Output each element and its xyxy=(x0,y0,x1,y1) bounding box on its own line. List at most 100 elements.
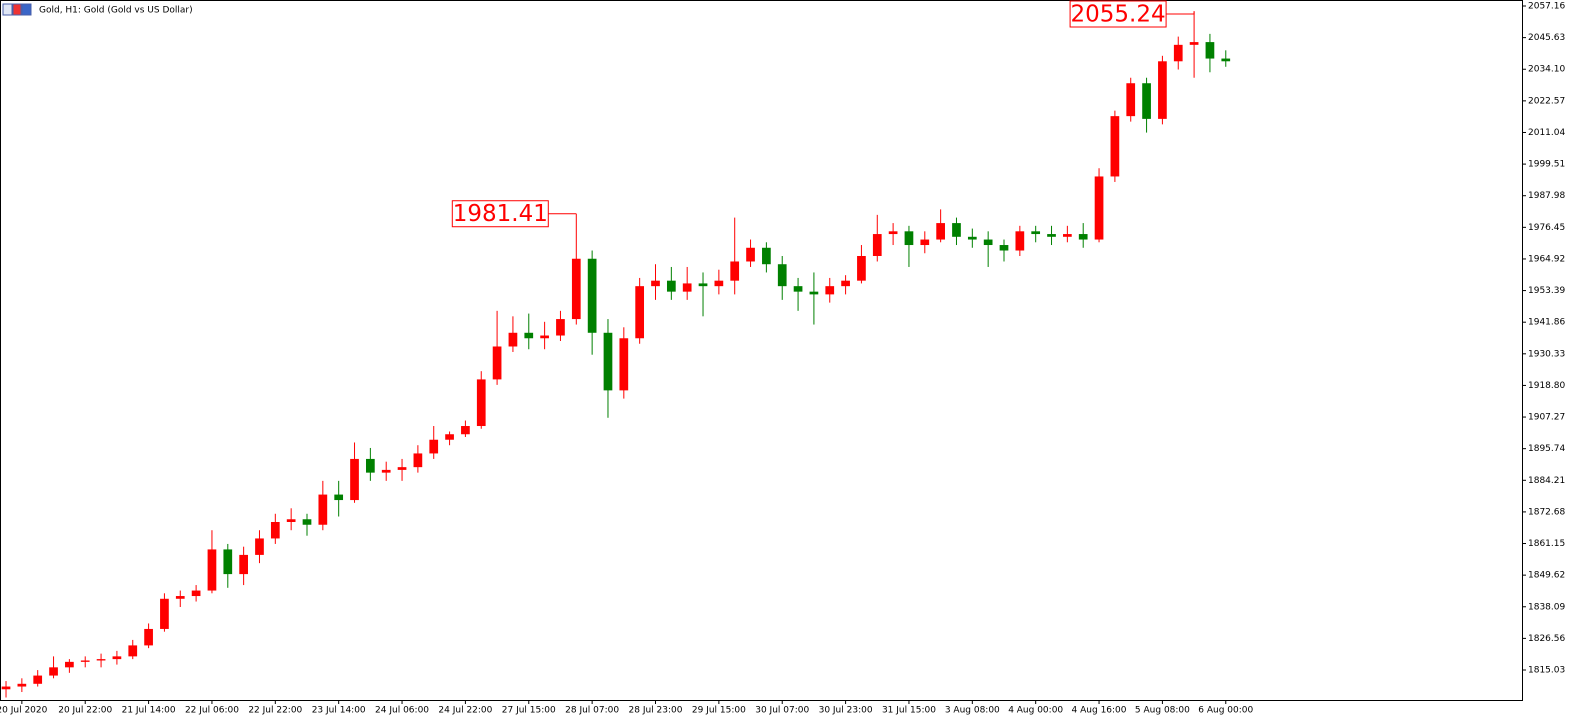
candle-body xyxy=(175,596,185,599)
candle-body xyxy=(1047,234,1056,237)
x-tick-label: 20 Jul 22:00 xyxy=(58,706,112,716)
x-tick-label: 24 Jul 22:00 xyxy=(438,706,492,716)
candle-body xyxy=(381,469,391,473)
candle-body xyxy=(571,258,581,320)
candle-body xyxy=(334,494,344,501)
x-tick-label: 23 Jul 14:00 xyxy=(312,706,366,716)
candle-body xyxy=(476,379,486,427)
candle-body xyxy=(904,231,914,246)
candle-body xyxy=(429,439,439,454)
candle-body xyxy=(397,467,407,470)
candle-body xyxy=(603,332,613,391)
candle-body xyxy=(1063,234,1072,237)
candle-body xyxy=(841,280,850,287)
label-box xyxy=(1069,0,1167,28)
label-box xyxy=(451,200,549,228)
x-tick-label: 6 Aug 00:00 xyxy=(1198,706,1253,716)
y-tick-label: 1861.15 xyxy=(1528,539,1565,549)
candle-body xyxy=(1,686,11,690)
candle-body xyxy=(144,628,153,646)
candle-body xyxy=(666,280,676,292)
x-tick-label: 31 Jul 15:00 xyxy=(882,706,936,716)
candle-body xyxy=(1189,42,1199,45)
candle-body xyxy=(698,283,708,287)
candle-body xyxy=(762,247,771,265)
candle-body xyxy=(714,280,724,287)
candle-body xyxy=(1094,176,1104,240)
x-tick-label: 27 Jul 15:00 xyxy=(502,706,556,716)
candle-body xyxy=(492,346,502,380)
candle-body xyxy=(413,453,423,468)
candle-body xyxy=(793,286,803,292)
candle-body xyxy=(80,660,90,662)
candle-body xyxy=(857,255,866,281)
candle-body xyxy=(508,332,518,347)
candle-body xyxy=(191,590,201,597)
candle-body xyxy=(255,538,264,555)
x-tick-label: 28 Jul 23:00 xyxy=(629,706,683,716)
y-tick-label: 1815.03 xyxy=(1528,665,1565,675)
candle-body xyxy=(587,258,597,333)
candle-body xyxy=(746,247,755,262)
candle-body xyxy=(112,656,122,660)
candle-body xyxy=(445,434,454,440)
candle-body xyxy=(635,286,645,339)
candle-body xyxy=(1031,231,1041,235)
y-tick-label: 2022.57 xyxy=(1528,96,1565,106)
x-tick-label: 22 Jul 06:00 xyxy=(185,706,239,716)
y-tick-label: 1918.80 xyxy=(1528,381,1565,391)
y-tick-label: 1895.74 xyxy=(1528,444,1565,454)
candle-body xyxy=(17,683,27,687)
candle-body xyxy=(286,519,296,522)
candle-body xyxy=(983,239,993,246)
y-tick-label: 2057.16 xyxy=(1528,2,1565,12)
y-tick-label: 2045.63 xyxy=(1528,33,1565,43)
candle-body xyxy=(1015,231,1025,251)
candle-body xyxy=(65,661,74,668)
candle-body xyxy=(1158,61,1167,119)
candle-body xyxy=(239,554,248,575)
y-tick-label: 1838.09 xyxy=(1528,602,1565,612)
candle-body xyxy=(524,332,534,339)
x-tick-label: 21 Jul 14:00 xyxy=(122,706,176,716)
candle-body xyxy=(160,598,169,629)
plot-frame xyxy=(0,0,1523,701)
candle-body xyxy=(1173,44,1183,62)
candle-body xyxy=(825,286,835,295)
candle-body xyxy=(952,223,961,237)
candle-body xyxy=(888,231,898,235)
candle-body xyxy=(366,458,375,473)
y-tick-label: 1849.62 xyxy=(1528,571,1565,581)
y-tick-label: 1884.21 xyxy=(1528,476,1565,486)
candle-body xyxy=(318,494,328,525)
candle-body xyxy=(1221,58,1231,62)
y-tick-label: 1826.56 xyxy=(1528,634,1565,644)
x-tick-label: 28 Jul 07:00 xyxy=(565,706,619,716)
y-tick-label: 1930.33 xyxy=(1528,349,1565,359)
x-tick-label: 20 Jul 2020 xyxy=(0,706,48,716)
candle-body xyxy=(1205,42,1215,59)
candle-body xyxy=(96,659,106,661)
y-tick-label: 1999.51 xyxy=(1528,160,1565,170)
candle-body xyxy=(651,280,660,287)
candle-body xyxy=(128,645,138,657)
x-tick-label: 3 Aug 08:00 xyxy=(945,706,1000,716)
y-tick-label: 1941.86 xyxy=(1528,318,1565,328)
candle-body xyxy=(809,291,819,295)
title-icon xyxy=(2,3,32,16)
candle-body xyxy=(49,667,58,676)
candle-body xyxy=(270,521,280,539)
x-tick-label: 30 Jul 07:00 xyxy=(755,706,809,716)
candle-body xyxy=(556,319,565,336)
x-tick-label: 24 Jul 06:00 xyxy=(375,706,429,716)
y-tick-label: 2011.04 xyxy=(1528,128,1565,138)
candle-body xyxy=(302,519,312,525)
candle-body xyxy=(1142,83,1151,119)
candle-body xyxy=(872,234,882,256)
candle-body xyxy=(619,338,629,391)
y-tick-label: 1987.98 xyxy=(1528,191,1565,201)
high-label: 1981.41 xyxy=(453,201,548,227)
high-label: 2055.24 xyxy=(1071,2,1166,28)
candle-body xyxy=(920,239,930,246)
